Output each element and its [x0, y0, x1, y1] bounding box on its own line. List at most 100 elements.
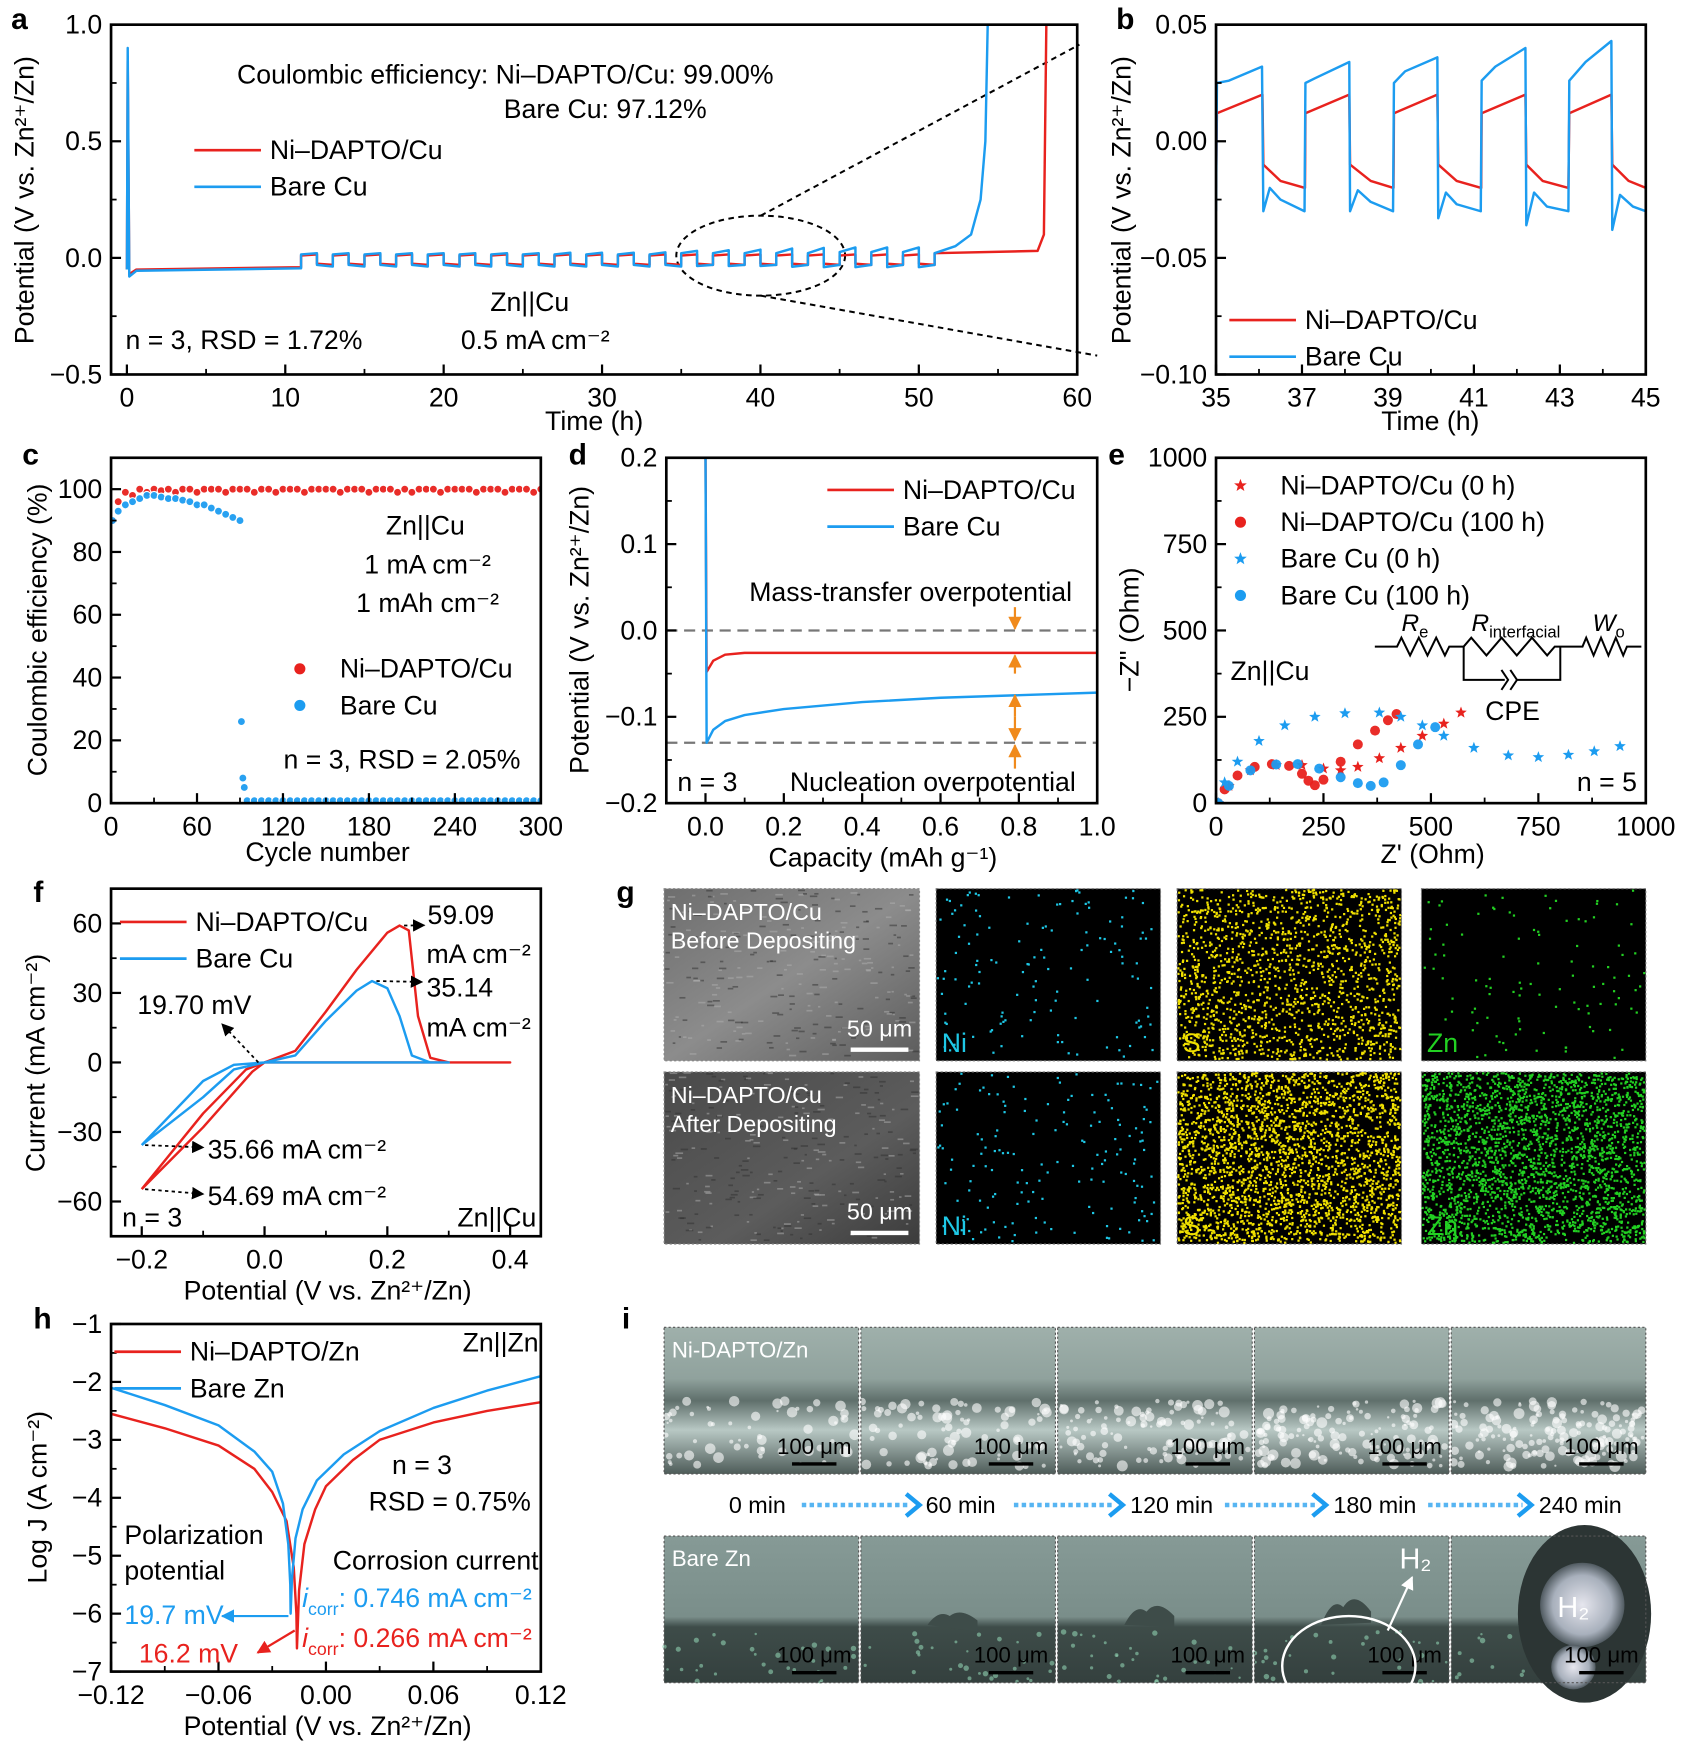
circuit-subscript: e — [1419, 623, 1428, 642]
scale-bar-label: 100 μm — [974, 1643, 1049, 1668]
x-tick-label: 60 — [1062, 383, 1092, 413]
legend-marker-circle — [1234, 589, 1247, 602]
annotation: Bare Cu: 97.12% — [504, 94, 707, 124]
x-tick-label: 300 — [519, 811, 563, 841]
corrosion-current-label: icorr: 0.266 mA cm⁻² — [302, 1623, 532, 1659]
legend-marker-star — [1234, 552, 1247, 565]
plot-area — [666, 457, 1098, 744]
x-tick-label: −0.06 — [185, 1680, 252, 1710]
data-point-star — [1395, 741, 1407, 753]
data-point-star — [1468, 741, 1480, 753]
annotation: n = 3, RSD = 2.05% — [284, 745, 521, 775]
annotation-arrow — [145, 1140, 205, 1154]
y-tick-label: −3 — [72, 1425, 102, 1455]
y-tick-label: 0.0 — [620, 615, 657, 645]
legend: Ni–DAPTO/Zn Bare Zn — [114, 1337, 360, 1403]
y-tick-label: 0.05 — [1155, 10, 1207, 40]
panel-letter-a: a — [11, 3, 28, 36]
chart-panel-a: 0 10 20 30 40 50 60 −0.5 0.0 0.5 1.0 Time (h) Potent… — [9, 10, 1092, 436]
panel-letter-h: h — [33, 1302, 51, 1335]
data-point — [1223, 780, 1234, 791]
series-line-1 — [1216, 39, 1646, 232]
x-tick-label: 30 — [587, 383, 617, 413]
sample-label: Ni–DAPTO/Cu — [671, 1082, 822, 1108]
panel-letter-f: f — [33, 876, 44, 909]
panel-g-eds-maps: Ni–DAPTO/Cu Before Depositing 50 μm Ni S Zn Ni… — [663, 888, 1647, 1245]
legend-label: Ni–DAPTO/Cu — [270, 135, 443, 165]
series-line-1 — [111, 1374, 541, 1615]
legend-label: Bare Cu (0 h) — [1280, 544, 1440, 574]
x-tick-label: 0.2 — [765, 811, 802, 841]
data-point — [1430, 722, 1441, 733]
data-point — [235, 516, 245, 526]
x-tick-label: 10 — [270, 383, 300, 413]
bubble-outline — [1280, 1614, 1417, 1718]
legend-label: Bare Cu — [195, 944, 293, 974]
series-line-1 — [125, 24, 989, 278]
y-tick-label: 0 — [1192, 788, 1207, 818]
time-label: 0 min — [729, 1492, 786, 1518]
data-point-star — [1416, 719, 1429, 731]
data-point-star — [1502, 749, 1515, 761]
plot-frame — [664, 456, 1099, 805]
charts: 0 10 20 30 40 50 60 −0.5 0.0 0.5 1.0 Time (h) Potent… — [9, 10, 1675, 1741]
data-point — [1352, 778, 1363, 789]
series-line-0 — [1216, 93, 1646, 190]
y-axis-label: Potential (V vs. Zn²⁺/Zn) — [9, 56, 39, 344]
y-tick-label: −5 — [72, 1541, 102, 1571]
annotation: Zn||Cu — [457, 1202, 536, 1232]
annotation-arrow — [221, 1023, 260, 1064]
circuit-symbol: W — [1592, 610, 1617, 637]
y-tick-label: −0.1 — [605, 702, 658, 732]
legend: Ni–DAPTO/Cu Bare Cu — [119, 907, 368, 974]
time-label: 180 min — [1333, 1492, 1416, 1518]
panel-letter-d: d — [569, 438, 587, 471]
scale-bar-label: 100 μm — [1171, 1643, 1246, 1668]
optical-frame — [1253, 1326, 1450, 1475]
y-tick-label: −0.5 — [50, 359, 103, 389]
x-axis-label: Time (h) — [1381, 406, 1479, 436]
annotation: Nucleation overpotential — [790, 767, 1076, 797]
element-label: S — [1183, 1211, 1201, 1241]
optical-frame — [860, 1535, 1056, 1684]
legend-label: Ni–DAPTO/Cu — [1305, 305, 1478, 335]
data-point-star — [1352, 760, 1364, 772]
scale-bar-label: 100 μm — [974, 1434, 1049, 1459]
annotation: 1 mA cm⁻² — [364, 549, 491, 579]
y-tick-label: −4 — [72, 1483, 103, 1513]
optical-frame — [1057, 1535, 1253, 1684]
chevron-right-icon — [904, 1492, 923, 1518]
y-tick-label: 20 — [73, 725, 103, 755]
y-tick-label: 1000 — [1148, 443, 1207, 473]
data-point — [1370, 725, 1381, 736]
annotation: 35.66 mA cm⁻² — [208, 1135, 387, 1165]
chevron-right-icon — [1107, 1492, 1127, 1518]
panel-letter-b: b — [1116, 3, 1134, 36]
annotation: 19.70 mV — [137, 990, 251, 1020]
scale-bar-label: 50 μm — [847, 1199, 912, 1225]
x-tick-label: 39 — [1373, 383, 1403, 413]
panel-i-optical-images: 100 μm 100 μm 100 μm 100 μm 100 μm Ni-DAPTO/Z… — [662, 1326, 1652, 1718]
data-point — [1292, 759, 1303, 770]
y-tick-label: 80 — [73, 537, 103, 567]
icorr-subscript: corr — [308, 1599, 339, 1619]
x-tick-label: 0.06 — [407, 1680, 459, 1710]
annotation: Zn||Cu — [386, 510, 465, 540]
x-tick-label: 0.00 — [300, 1680, 352, 1710]
legend-label: Ni–DAPTO/Cu — [340, 654, 513, 684]
y-tick-label: −0.2 — [605, 788, 658, 818]
chart-panel-f: −0.2 0.0 0.2 0.4 −60 −30 0 30 60 Potential (V vs.… — [20, 887, 543, 1306]
annotation: Mass-transfer overpotential — [749, 577, 1072, 607]
x-tick-label: 50 — [904, 383, 934, 413]
optical-frame — [662, 1535, 860, 1684]
annotation: n = 3, RSD = 1.72% — [125, 325, 362, 355]
x-tick-label: 35 — [1201, 383, 1231, 413]
y-tick-label: −0.05 — [1140, 243, 1207, 273]
annotation-arrow — [145, 1186, 205, 1200]
legend: Ni–DAPTO/Cu (0 h) Ni–DAPTO/Cu (100 h) Bare… — [1234, 470, 1545, 610]
scale-bar-label: 100 μm — [1171, 1434, 1246, 1459]
chevron-right-icon — [1516, 1492, 1535, 1518]
panel-letter-e: e — [1108, 438, 1125, 471]
hydrogen-bubble — [1540, 1562, 1625, 1648]
x-axis-label: Z' (Ohm) — [1380, 839, 1484, 869]
